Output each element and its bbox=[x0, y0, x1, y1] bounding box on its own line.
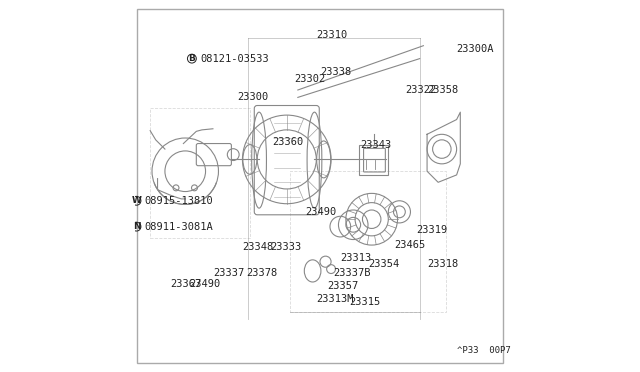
Text: N: N bbox=[132, 222, 140, 231]
Text: 23367: 23367 bbox=[170, 279, 202, 289]
Text: 23319: 23319 bbox=[416, 225, 447, 235]
Text: 23338: 23338 bbox=[320, 67, 351, 77]
Text: W: W bbox=[132, 196, 141, 205]
Text: 23313M: 23313M bbox=[316, 294, 354, 304]
Text: 23300A: 23300A bbox=[456, 44, 494, 54]
Text: 23465: 23465 bbox=[394, 240, 425, 250]
Text: 23357: 23357 bbox=[328, 281, 358, 291]
Text: B: B bbox=[188, 54, 195, 63]
Text: 23313: 23313 bbox=[340, 253, 372, 263]
Text: 23337B: 23337B bbox=[333, 268, 371, 278]
Text: 23490: 23490 bbox=[189, 279, 220, 289]
Text: ^P33  00P7: ^P33 00P7 bbox=[456, 346, 510, 355]
Text: 23322: 23322 bbox=[405, 85, 436, 95]
Text: 23300: 23300 bbox=[237, 92, 268, 102]
Text: 23354: 23354 bbox=[368, 259, 399, 269]
Text: 08911-3081A: 08911-3081A bbox=[145, 222, 213, 232]
Text: 23318: 23318 bbox=[427, 259, 458, 269]
Text: 23490: 23490 bbox=[305, 207, 337, 217]
Text: 23302: 23302 bbox=[294, 74, 325, 84]
Text: 23315: 23315 bbox=[349, 297, 381, 307]
Text: 23358: 23358 bbox=[427, 85, 458, 95]
Text: 23360: 23360 bbox=[272, 137, 303, 147]
Text: 08121-03533: 08121-03533 bbox=[200, 54, 269, 64]
Text: 23378: 23378 bbox=[246, 268, 277, 278]
Text: 23310: 23310 bbox=[316, 30, 348, 40]
Text: 08915-13810: 08915-13810 bbox=[145, 196, 213, 206]
Text: 23348: 23348 bbox=[243, 242, 274, 252]
Text: 23337: 23337 bbox=[213, 268, 244, 278]
Text: 23333: 23333 bbox=[270, 242, 301, 252]
Text: 23343: 23343 bbox=[360, 140, 392, 150]
